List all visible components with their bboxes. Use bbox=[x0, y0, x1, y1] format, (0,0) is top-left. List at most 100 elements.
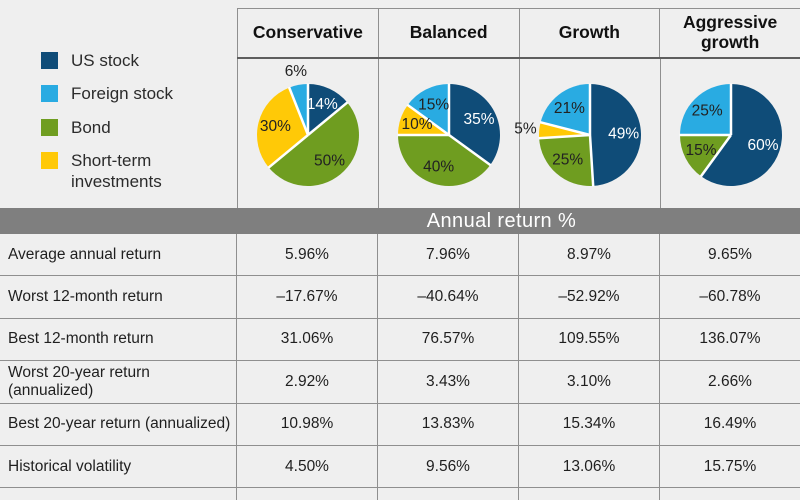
legend-label: Short-term investments bbox=[71, 150, 162, 191]
slice-separator bbox=[538, 133, 591, 140]
legend-swatch-short-term-investments bbox=[41, 151, 58, 169]
pie-slice-label-us-stock: 49% bbox=[608, 125, 639, 142]
pie-slice-label-short-term-investments: 10% bbox=[401, 116, 432, 133]
legend-item-bond: Bond bbox=[41, 117, 206, 138]
cell-value-conservative: 4.50% bbox=[237, 445, 378, 488]
pie-cell-aggressive-growth: 60% 15% 25% bbox=[660, 59, 800, 208]
cell-value-growth: 15.34% bbox=[519, 403, 660, 445]
cell-value-growth: 109.55% bbox=[519, 318, 660, 361]
legend-swatch-foreign-stock bbox=[41, 85, 58, 103]
pie-slice-foreign-stock bbox=[540, 84, 590, 135]
cell-value-conservative: 2.92% bbox=[237, 361, 378, 403]
pie-slice-bond bbox=[268, 102, 359, 186]
slice-separator bbox=[699, 134, 733, 178]
pie-cell-growth: 49% 25% 5% 21% bbox=[514, 59, 660, 208]
slice-separator bbox=[539, 120, 591, 137]
cell-value-aggressive-growth: 15.75% bbox=[703, 457, 757, 475]
pie-slice-label-bond: 50% bbox=[314, 152, 345, 169]
cell-value-conservative: 31.06% bbox=[237, 318, 378, 361]
pie-slice-label-foreign-stock: 6% bbox=[285, 63, 308, 80]
pie-slice-label-bond: 40% bbox=[423, 159, 454, 176]
column-header-balanced: Balanced bbox=[377, 9, 519, 57]
cell-empty bbox=[519, 488, 660, 500]
annual-return-section-bar: Annual return % bbox=[0, 208, 800, 234]
cell-value-conservative: 5.96% bbox=[237, 234, 378, 276]
pie-chart-growth: 49% 25% 5% 21% bbox=[514, 83, 642, 187]
pie-slice-us-stock bbox=[590, 84, 642, 186]
pie-chart-balanced: 35% 40% 10% 15% bbox=[397, 83, 501, 187]
pie-slice-bond bbox=[680, 135, 731, 177]
legend: US stock Foreign stock Bond Short-term inve… bbox=[41, 50, 206, 204]
pie-slice-us-stock bbox=[308, 84, 348, 135]
row-label: Historical volatility bbox=[0, 445, 237, 488]
pie-slice-short-term-investments bbox=[398, 105, 449, 135]
pie-cell-conservative: 14% 50% 30% 6% bbox=[237, 59, 378, 208]
pie-slice-foreign-stock bbox=[407, 84, 449, 135]
pie-slice-bond bbox=[539, 135, 594, 187]
pie-slice-label-bond: 25% bbox=[552, 152, 583, 169]
cell-value-balanced: –40.64% bbox=[378, 276, 519, 318]
cell-value-growth: 13.06% bbox=[519, 445, 660, 488]
cell-value-balanced: 3.43% bbox=[378, 361, 519, 403]
table-row-worst-12-month-return: Worst 12-month return –17.67% –40.64% –52.9… bbox=[0, 276, 800, 319]
table-row-partial bbox=[0, 488, 800, 500]
portfolio-header-row: Conservative Balanced Growth Aggressive gro… bbox=[237, 8, 800, 59]
legend-item-us-stock: US stock bbox=[41, 50, 206, 71]
row-label: Average annual return bbox=[0, 234, 237, 276]
pie-slice-short-term-investments bbox=[256, 87, 308, 168]
returns-table: Average annual return 5.96% 7.96% 8.97% 9.65… bbox=[0, 234, 800, 500]
legend-label: Bond bbox=[71, 117, 111, 137]
cell-value-aggressive-growth: 16.49% bbox=[703, 415, 757, 433]
pie-slice-label-foreign-stock: 15% bbox=[418, 97, 449, 114]
legend-swatch-bond bbox=[41, 118, 58, 136]
pie-chart-conservative: 14% 50% 30% 6% bbox=[256, 63, 359, 186]
slice-separator bbox=[287, 86, 310, 136]
row-label: Best 20-year return (annualized) bbox=[0, 403, 237, 445]
slice-separator bbox=[267, 134, 309, 169]
legend-item-short-term-investments: Short-term investments bbox=[41, 150, 206, 193]
table-row-worst-20-year-return-annualized: Worst 20-year return (annualized) 2.92% 3.… bbox=[0, 361, 800, 404]
pie-slice-label-foreign-stock: 25% bbox=[692, 103, 723, 120]
cell-value-aggressive-growth: 136.07% bbox=[699, 330, 761, 348]
legend-swatch-us-stock bbox=[41, 52, 58, 69]
row-label: Worst 12-month return bbox=[0, 276, 237, 318]
cell-value-aggressive-growth: 9.65% bbox=[708, 245, 752, 263]
table-row-average-annual-return: Average annual return 5.96% 7.96% 8.97% 9.65… bbox=[0, 234, 800, 277]
cell-value-balanced: 9.56% bbox=[378, 445, 519, 488]
pie-cell-balanced: 35% 40% 10% 15% bbox=[378, 59, 519, 208]
cell-value-aggressive-growth: –60.78% bbox=[699, 288, 761, 306]
pie-slice-us-stock bbox=[701, 84, 782, 186]
cell-value-growth: 3.10% bbox=[519, 361, 660, 403]
row-label: Best 12-month return bbox=[0, 318, 237, 361]
slice-separator bbox=[307, 101, 349, 136]
cell-value-growth: –52.92% bbox=[519, 276, 660, 318]
cell-empty bbox=[237, 488, 378, 500]
annual-return-section-title: Annual return % bbox=[426, 209, 577, 232]
pie-slice-label-short-term-investments: 5% bbox=[514, 120, 537, 137]
pie-slice-label-bond: 15% bbox=[685, 142, 716, 159]
cell-value-conservative: 10.98% bbox=[237, 403, 378, 445]
row-label bbox=[0, 488, 237, 500]
table-row-best-12-month-return: Best 12-month return 31.06% 76.57% 109.55% 1… bbox=[0, 318, 800, 362]
cell-value-balanced: 13.83% bbox=[378, 403, 519, 445]
table-row-historical-volatility: Historical volatility 4.50% 9.56% 13.06% 15.… bbox=[0, 445, 800, 489]
cell-value-growth: 8.97% bbox=[519, 234, 660, 276]
pie-slice-foreign-stock bbox=[680, 84, 731, 135]
legend-label: US stock bbox=[71, 51, 140, 70]
pie-chart-aggressive-growth: 60% 15% 25% bbox=[679, 83, 782, 186]
pie-slice-label-us-stock: 60% bbox=[747, 137, 778, 154]
cell-value-aggressive-growth: 2.66% bbox=[708, 372, 752, 390]
pie-slice-us-stock bbox=[449, 84, 501, 165]
pie-slice-label-short-term-investments: 30% bbox=[260, 118, 291, 135]
pie-slice-label-us-stock: 14% bbox=[307, 96, 338, 113]
slice-separator bbox=[588, 134, 595, 187]
cell-value-balanced: 76.57% bbox=[378, 318, 519, 361]
legend-label: Foreign stock bbox=[71, 84, 174, 104]
table-row-best-20-year-return-annualized: Best 20-year return (annualized) 10.98% 13… bbox=[0, 403, 800, 446]
column-header-conservative: Conservative bbox=[237, 9, 378, 57]
pie-slice-label-foreign-stock: 21% bbox=[554, 100, 585, 117]
pie-slice-label-us-stock: 35% bbox=[463, 111, 494, 128]
pie-slice-bond bbox=[398, 135, 491, 187]
cell-value-balanced: 7.96% bbox=[378, 234, 519, 276]
